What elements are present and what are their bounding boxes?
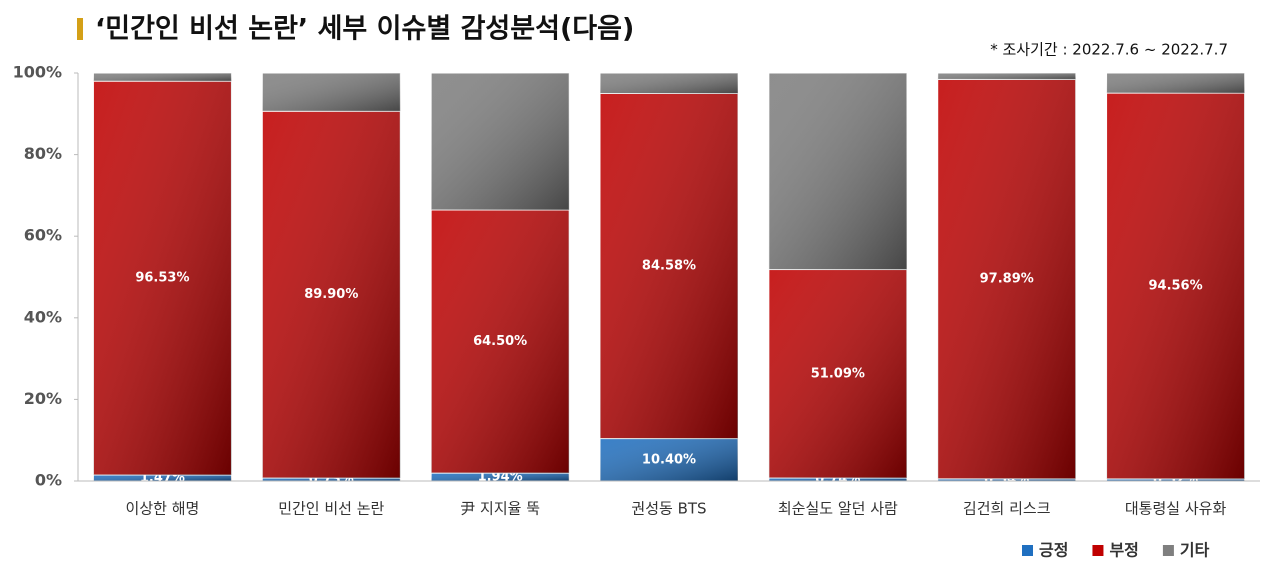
bar-shade (937, 478, 1076, 481)
bar-shade (262, 73, 401, 112)
bar-shade (1106, 478, 1245, 481)
legend-swatch (1092, 545, 1104, 556)
bar-shade (431, 473, 570, 481)
legend-swatch (1022, 545, 1033, 556)
value-label: 96.53% (135, 271, 189, 286)
y-tick-label: 40% (24, 307, 62, 326)
bar-shade (262, 478, 401, 481)
value-label: 64.50% (473, 334, 527, 349)
bar-shade (600, 438, 738, 481)
y-tick-label: 20% (24, 389, 62, 408)
bar-shade (768, 269, 907, 478)
value-label: 51.09% (811, 366, 865, 381)
x-tick-label: 최순실도 알던 사람 (778, 500, 898, 518)
chart-subtitle: * 조사기간 : 2022.7.6 ~ 2022.7.7 (990, 41, 1228, 59)
value-label: 89.90% (304, 287, 358, 302)
value-label: 97.89% (980, 272, 1034, 287)
legend-label: 기타 (1180, 541, 1210, 560)
x-tick-label: 대통령실 사유화 (1125, 500, 1227, 518)
bar-shade (600, 93, 738, 439)
bar-shade (937, 79, 1076, 479)
bar-shade (93, 73, 232, 82)
chart-title: ‘민간인 비선 논란’ 세부 이슈별 감성분석(다음) (95, 14, 634, 45)
legend-label: 부정 (1109, 541, 1138, 560)
y-tick-label: 100% (13, 63, 62, 82)
legend-label: 긍정 (1039, 541, 1068, 560)
bar-shade (93, 475, 232, 481)
value-label: 84.58% (642, 259, 696, 274)
x-tick-label: 권성동 BTS (631, 500, 706, 518)
y-tick-label: 80% (24, 144, 62, 163)
bar-shade (600, 73, 738, 94)
x-tick-label: 尹 지지율 뚝 (460, 500, 540, 518)
bar-shade (1106, 93, 1245, 479)
legend-swatch (1162, 545, 1174, 556)
bar-shade (262, 111, 401, 479)
bar-shade (768, 477, 907, 481)
x-tick-label: 민간인 비선 논란 (278, 500, 384, 518)
bar-shade (431, 209, 570, 474)
bar-shade (431, 73, 570, 210)
bar-shade (768, 73, 907, 270)
x-tick-label: 이상한 해명 (126, 500, 200, 518)
bar-shade (937, 73, 1076, 80)
title-marker (77, 18, 83, 40)
y-tick-label: 60% (24, 226, 62, 245)
bar-shade (93, 81, 232, 476)
x-tick-label: 김건희 리스크 (963, 500, 1051, 518)
bar-shade (1106, 73, 1245, 94)
value-label: 10.40% (642, 452, 696, 467)
value-label: 94.56% (1148, 278, 1202, 293)
y-tick-label: 0% (35, 471, 62, 490)
